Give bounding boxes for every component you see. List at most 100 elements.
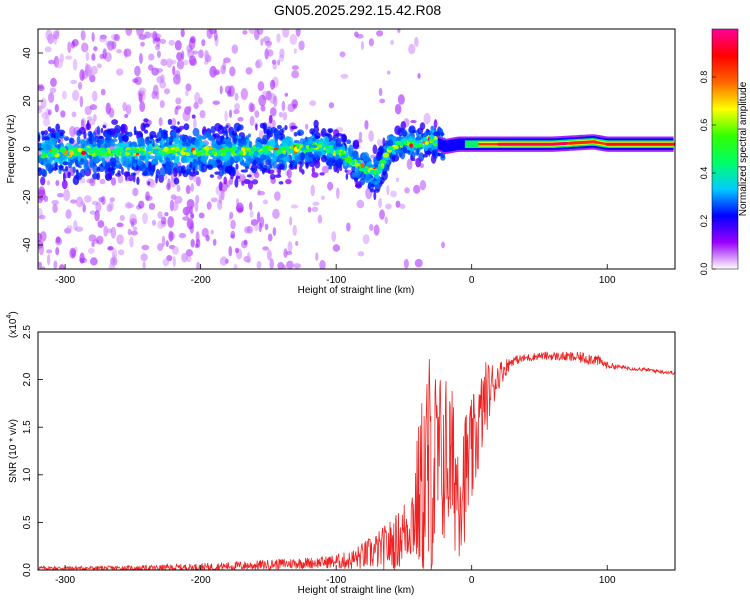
- spectrogram-cloud: [207, 164, 213, 169]
- spectrogram-speckle: [107, 40, 115, 51]
- spectrogram-cloud: [351, 165, 356, 173]
- spectrogram-speckle: [206, 201, 212, 210]
- spectrogram-cloud: [294, 154, 301, 163]
- spectrogram-speckle: [307, 206, 312, 213]
- spectrogram-speckle: [267, 49, 274, 57]
- spectrogram-ridge-point: [376, 169, 381, 174]
- spectrogram-speckle: [75, 226, 84, 232]
- spectrogram-cloud: [107, 171, 113, 180]
- spectrogram-speckle: [282, 111, 288, 121]
- spectrogram-cloud: [346, 139, 352, 145]
- spectrogram-cloud: [102, 158, 106, 168]
- spectrogram-cloud: [265, 155, 270, 160]
- spectrogram-speckle: [91, 32, 95, 42]
- spectrogram-speckle: [193, 118, 197, 130]
- spectrogram-cloud: [328, 128, 332, 134]
- spectrogram-speckle: [212, 238, 217, 246]
- spectrogram-cloud: [335, 143, 343, 148]
- spectrogram-speckle: [189, 212, 194, 220]
- spectrogram-cloud: [117, 170, 121, 175]
- spectrogram-cloud: [120, 156, 124, 163]
- spectrogram-cloud: [412, 130, 417, 134]
- spectrogram-speckle: [101, 195, 106, 205]
- spectrogram-cloud: [320, 127, 327, 138]
- spectrogram-speckle: [259, 216, 265, 228]
- spectrogram-speckle: [79, 95, 84, 108]
- spectrogram-cloud: [225, 124, 229, 129]
- spectrogram-speckle: [379, 98, 386, 104]
- spectrogram-cloud: [223, 176, 228, 185]
- spectrogram-speckle: [162, 258, 170, 267]
- spectrogram-speckle: [123, 48, 132, 57]
- spectrogram-cloud: [67, 171, 71, 179]
- spectrogram-speckle: [212, 100, 220, 105]
- spectrogram-cloud: [235, 175, 240, 180]
- spectrogram-cloud: [221, 165, 225, 176]
- spectrogram-speckle: [170, 117, 177, 128]
- spectrogram-speckle: [378, 197, 382, 209]
- spectrogram-ridge-point: [47, 152, 54, 158]
- spectrogram-ridge-point: [236, 151, 241, 156]
- spectrogram-speckle: [408, 43, 416, 55]
- spectrogram-cloud: [233, 135, 237, 145]
- spectrogram-cloud: [282, 157, 288, 162]
- spectrogram-ridge-point: [276, 149, 281, 154]
- spectrogram-cloud: [354, 184, 362, 188]
- spectrogram-cloud: [313, 125, 320, 133]
- spectrogram-speckle: [304, 123, 309, 130]
- spectrogram-speckle: [65, 55, 73, 60]
- spectrogram-speckle: [70, 248, 77, 257]
- spectrogram-ridge-point: [409, 143, 413, 148]
- spectrogram-cloud: [49, 129, 56, 133]
- spectrogram-speckle: [50, 77, 57, 87]
- spectrogram-speckle: [79, 69, 85, 81]
- spectrogram-cloud: [168, 135, 173, 146]
- spectrogram-speckle: [176, 51, 183, 61]
- spectrogram-cloud: [55, 123, 61, 132]
- spectrogram-cloud: [204, 131, 211, 138]
- spectrogram-cloud: [41, 161, 44, 166]
- spectrogram-ridge-point: [69, 151, 75, 156]
- spectrogram-speckle: [47, 109, 52, 116]
- spectrogram-speckle: [91, 241, 95, 247]
- spectrogram-speckle: [170, 59, 177, 65]
- spectrogram-cloud: [173, 167, 178, 178]
- spectrogram-cloud: [289, 140, 292, 147]
- spectrogram-speckle: [204, 49, 208, 61]
- snr-x-tick-label: 0: [469, 575, 475, 586]
- spectrogram-cloud: [359, 171, 366, 181]
- spectrogram-ridge-point: [99, 149, 105, 154]
- spectrogram-cloud: [147, 181, 151, 186]
- spectrogram-cloud: [426, 130, 431, 135]
- spectrogram-speckle: [262, 199, 268, 205]
- spectrogram-speckle: [376, 139, 383, 146]
- spectrogram-speckle: [295, 29, 301, 37]
- spectrogram-cloud: [125, 142, 129, 148]
- spectrogram-speckle: [368, 224, 374, 232]
- spectrogram-cloud: [144, 160, 150, 168]
- spectrogram-speckle: [327, 181, 334, 191]
- spectrogram-ridge-point: [280, 146, 286, 150]
- spectrogram-cloud: [347, 149, 353, 156]
- spectrogram-ridge-point: [256, 146, 261, 151]
- spectrogram-cloud: [214, 123, 222, 132]
- spectrogram-speckle: [282, 29, 290, 38]
- spectrogram-cloud: [224, 166, 231, 174]
- spectrogram-speckle: [244, 226, 251, 234]
- spectrogram-ridge-point: [52, 148, 57, 153]
- spectrogram-speckle: [319, 259, 326, 269]
- spectrogram-speckle: [43, 195, 49, 202]
- spectrogram-cloud: [388, 138, 393, 148]
- spectrogram-speckle: [181, 252, 188, 263]
- spectrogram-speckle: [253, 171, 260, 179]
- spectrogram-speckle: [174, 106, 179, 115]
- spectrogram-cloud: [148, 161, 152, 172]
- spectrogram-speckle: [124, 201, 132, 209]
- spectrogram-cloud: [80, 168, 86, 178]
- spectrogram-speckle: [122, 101, 127, 112]
- spectrogram-cloud: [155, 155, 162, 161]
- spectrogram-cloud: [40, 176, 46, 186]
- spectrogram-x-tick-label: -300: [55, 275, 75, 286]
- snr-exponent-open: (x10: [8, 318, 19, 338]
